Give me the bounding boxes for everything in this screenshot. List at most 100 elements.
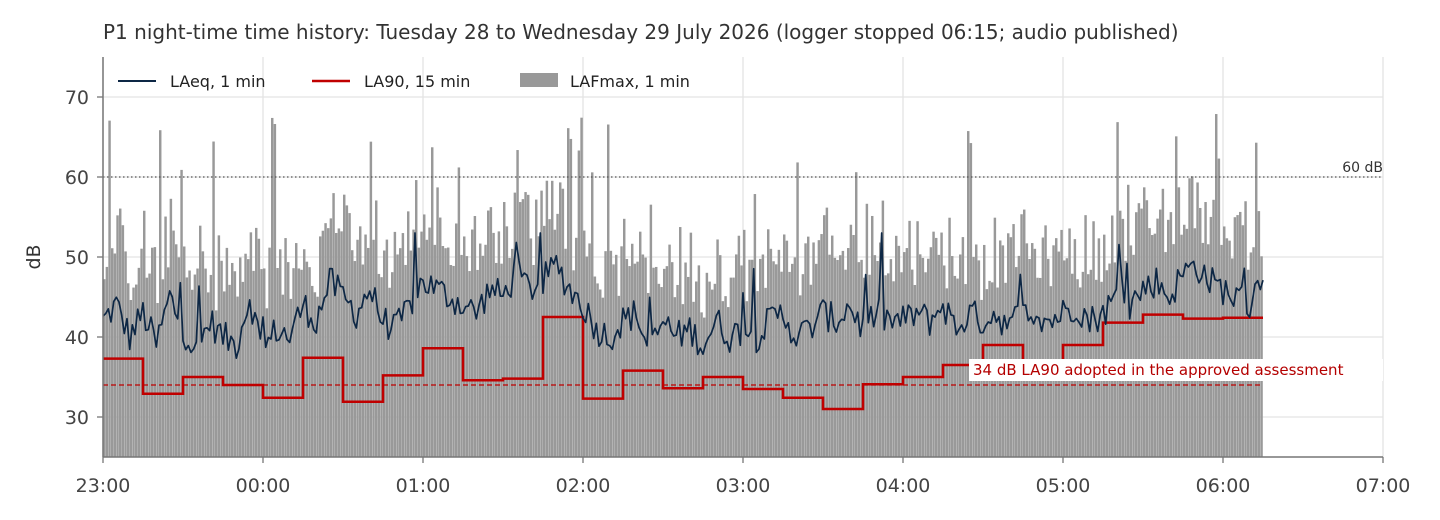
lafmax-bar (135, 284, 138, 457)
lafmax-bar (1127, 184, 1130, 457)
lafmax-bar (564, 248, 567, 457)
lafmax-bar (263, 268, 266, 457)
lafmax-bar (372, 239, 375, 457)
lafmax-bar (468, 271, 471, 457)
lafmax-bar (967, 131, 970, 457)
laeq-line-series (102, 232, 1264, 360)
lafmax-bar (452, 265, 455, 457)
lafmax-bar (977, 260, 981, 457)
lafmax-bar (1207, 244, 1210, 457)
lafmax-bar (321, 230, 325, 457)
lafmax-bar (199, 225, 202, 457)
lafmax-bar (567, 128, 570, 457)
lafmax-bar (353, 261, 357, 457)
lafmax-bar (260, 269, 263, 457)
lafmax-bar (364, 234, 367, 457)
lafmax-bar (761, 254, 765, 457)
lafmax-bar (524, 192, 527, 458)
lafmax-bar (700, 312, 703, 457)
lafmax-bar (975, 244, 978, 457)
x-tick-label: 03:00 (716, 475, 771, 497)
lafmax-bar (745, 301, 749, 457)
lafmax-bar (708, 281, 711, 457)
lafmax-bar (465, 256, 469, 457)
lafmax-bar (508, 257, 511, 457)
lafmax-bar (737, 235, 741, 457)
lafmax-bar (529, 238, 533, 457)
lafmax-bar (892, 281, 895, 457)
x-tick-label: 01:00 (396, 475, 451, 497)
lafmax-bar (1132, 254, 1135, 457)
lafmax-bar (212, 141, 215, 457)
lafmax-bar (764, 287, 767, 457)
lafmax-bar (1129, 245, 1133, 457)
lafmax-bar (961, 237, 965, 457)
lafmax-bar (775, 264, 778, 457)
lafmax-bar (929, 247, 933, 457)
lafmax-bar (969, 143, 973, 458)
lafmax-bar (1068, 228, 1071, 457)
lafmax-bar (116, 215, 119, 457)
legend: LAeq, 1 min LA90, 15 min LAFmax, 1 min (118, 72, 690, 91)
lafmax-bar (777, 249, 781, 457)
lafmax-bar (999, 240, 1002, 457)
lafmax-bar (337, 228, 341, 457)
lafmax-bar (689, 232, 693, 457)
lafmax-bar (849, 224, 853, 457)
lafmax-bar (233, 271, 237, 457)
lafmax-bar (404, 264, 407, 457)
lafmax-bar (1028, 259, 1031, 457)
lafmax-bar (236, 296, 239, 457)
lafmax-bar (532, 264, 535, 457)
lafmax-bar (1057, 251, 1061, 457)
lafmax-bar (188, 270, 191, 457)
lafmax-bar (732, 277, 735, 457)
lafmax-bar (740, 265, 743, 457)
lafmax-bar (247, 259, 250, 457)
lafmax-bar (692, 301, 695, 457)
lafmax-bar (145, 277, 149, 457)
lafmax-bar (127, 283, 130, 457)
lafmax-bar (641, 254, 645, 457)
lafmax-bar (863, 277, 866, 457)
lafmax-bar (271, 117, 274, 457)
lafmax-bar (356, 239, 359, 457)
lafmax-bar (1137, 203, 1141, 457)
lafmax-bar (276, 267, 279, 457)
lafmax-bar (121, 225, 125, 457)
lafmax-bar (313, 292, 317, 457)
lafmax-bar (1116, 122, 1119, 457)
lafmax-bar (903, 252, 906, 457)
lafmax-bar (457, 167, 461, 457)
x-tick-label: 00:00 (236, 475, 291, 497)
lafmax-bar (249, 232, 253, 457)
lafmax-bar (513, 192, 517, 458)
lafmax-bar (993, 217, 997, 457)
lafmax-bar (695, 281, 698, 457)
x-tick-label: 06:00 (1196, 475, 1251, 497)
lafmax-bar (228, 284, 231, 457)
lafmax-bar (935, 237, 938, 457)
lafmax-bar (300, 269, 303, 457)
lafmax-bar (655, 266, 658, 457)
lafmax-bar (660, 287, 663, 457)
lafmax-bar (1191, 176, 1194, 457)
lafmax-bar (319, 236, 322, 457)
lafmax-bar (279, 249, 282, 457)
lafmax-bar (244, 253, 247, 457)
lafmax-bar (788, 271, 791, 457)
lafmax-bar (1044, 225, 1047, 457)
lafmax-bar (1023, 209, 1026, 457)
lafmax-bar (647, 292, 650, 457)
lafmax-bar (383, 250, 386, 457)
lafmax-bar (177, 257, 181, 457)
lafmax-bar (591, 172, 594, 458)
lafmax-bar (447, 247, 450, 457)
legend-swatch-lafmax (520, 73, 558, 87)
lafmax-bar (673, 297, 677, 457)
lafmax-bar (905, 248, 909, 457)
lafmax-bar (663, 268, 666, 457)
lafmax-bar (1185, 228, 1189, 457)
lafmax-bar (497, 231, 501, 457)
lafmax-bar (553, 229, 557, 457)
